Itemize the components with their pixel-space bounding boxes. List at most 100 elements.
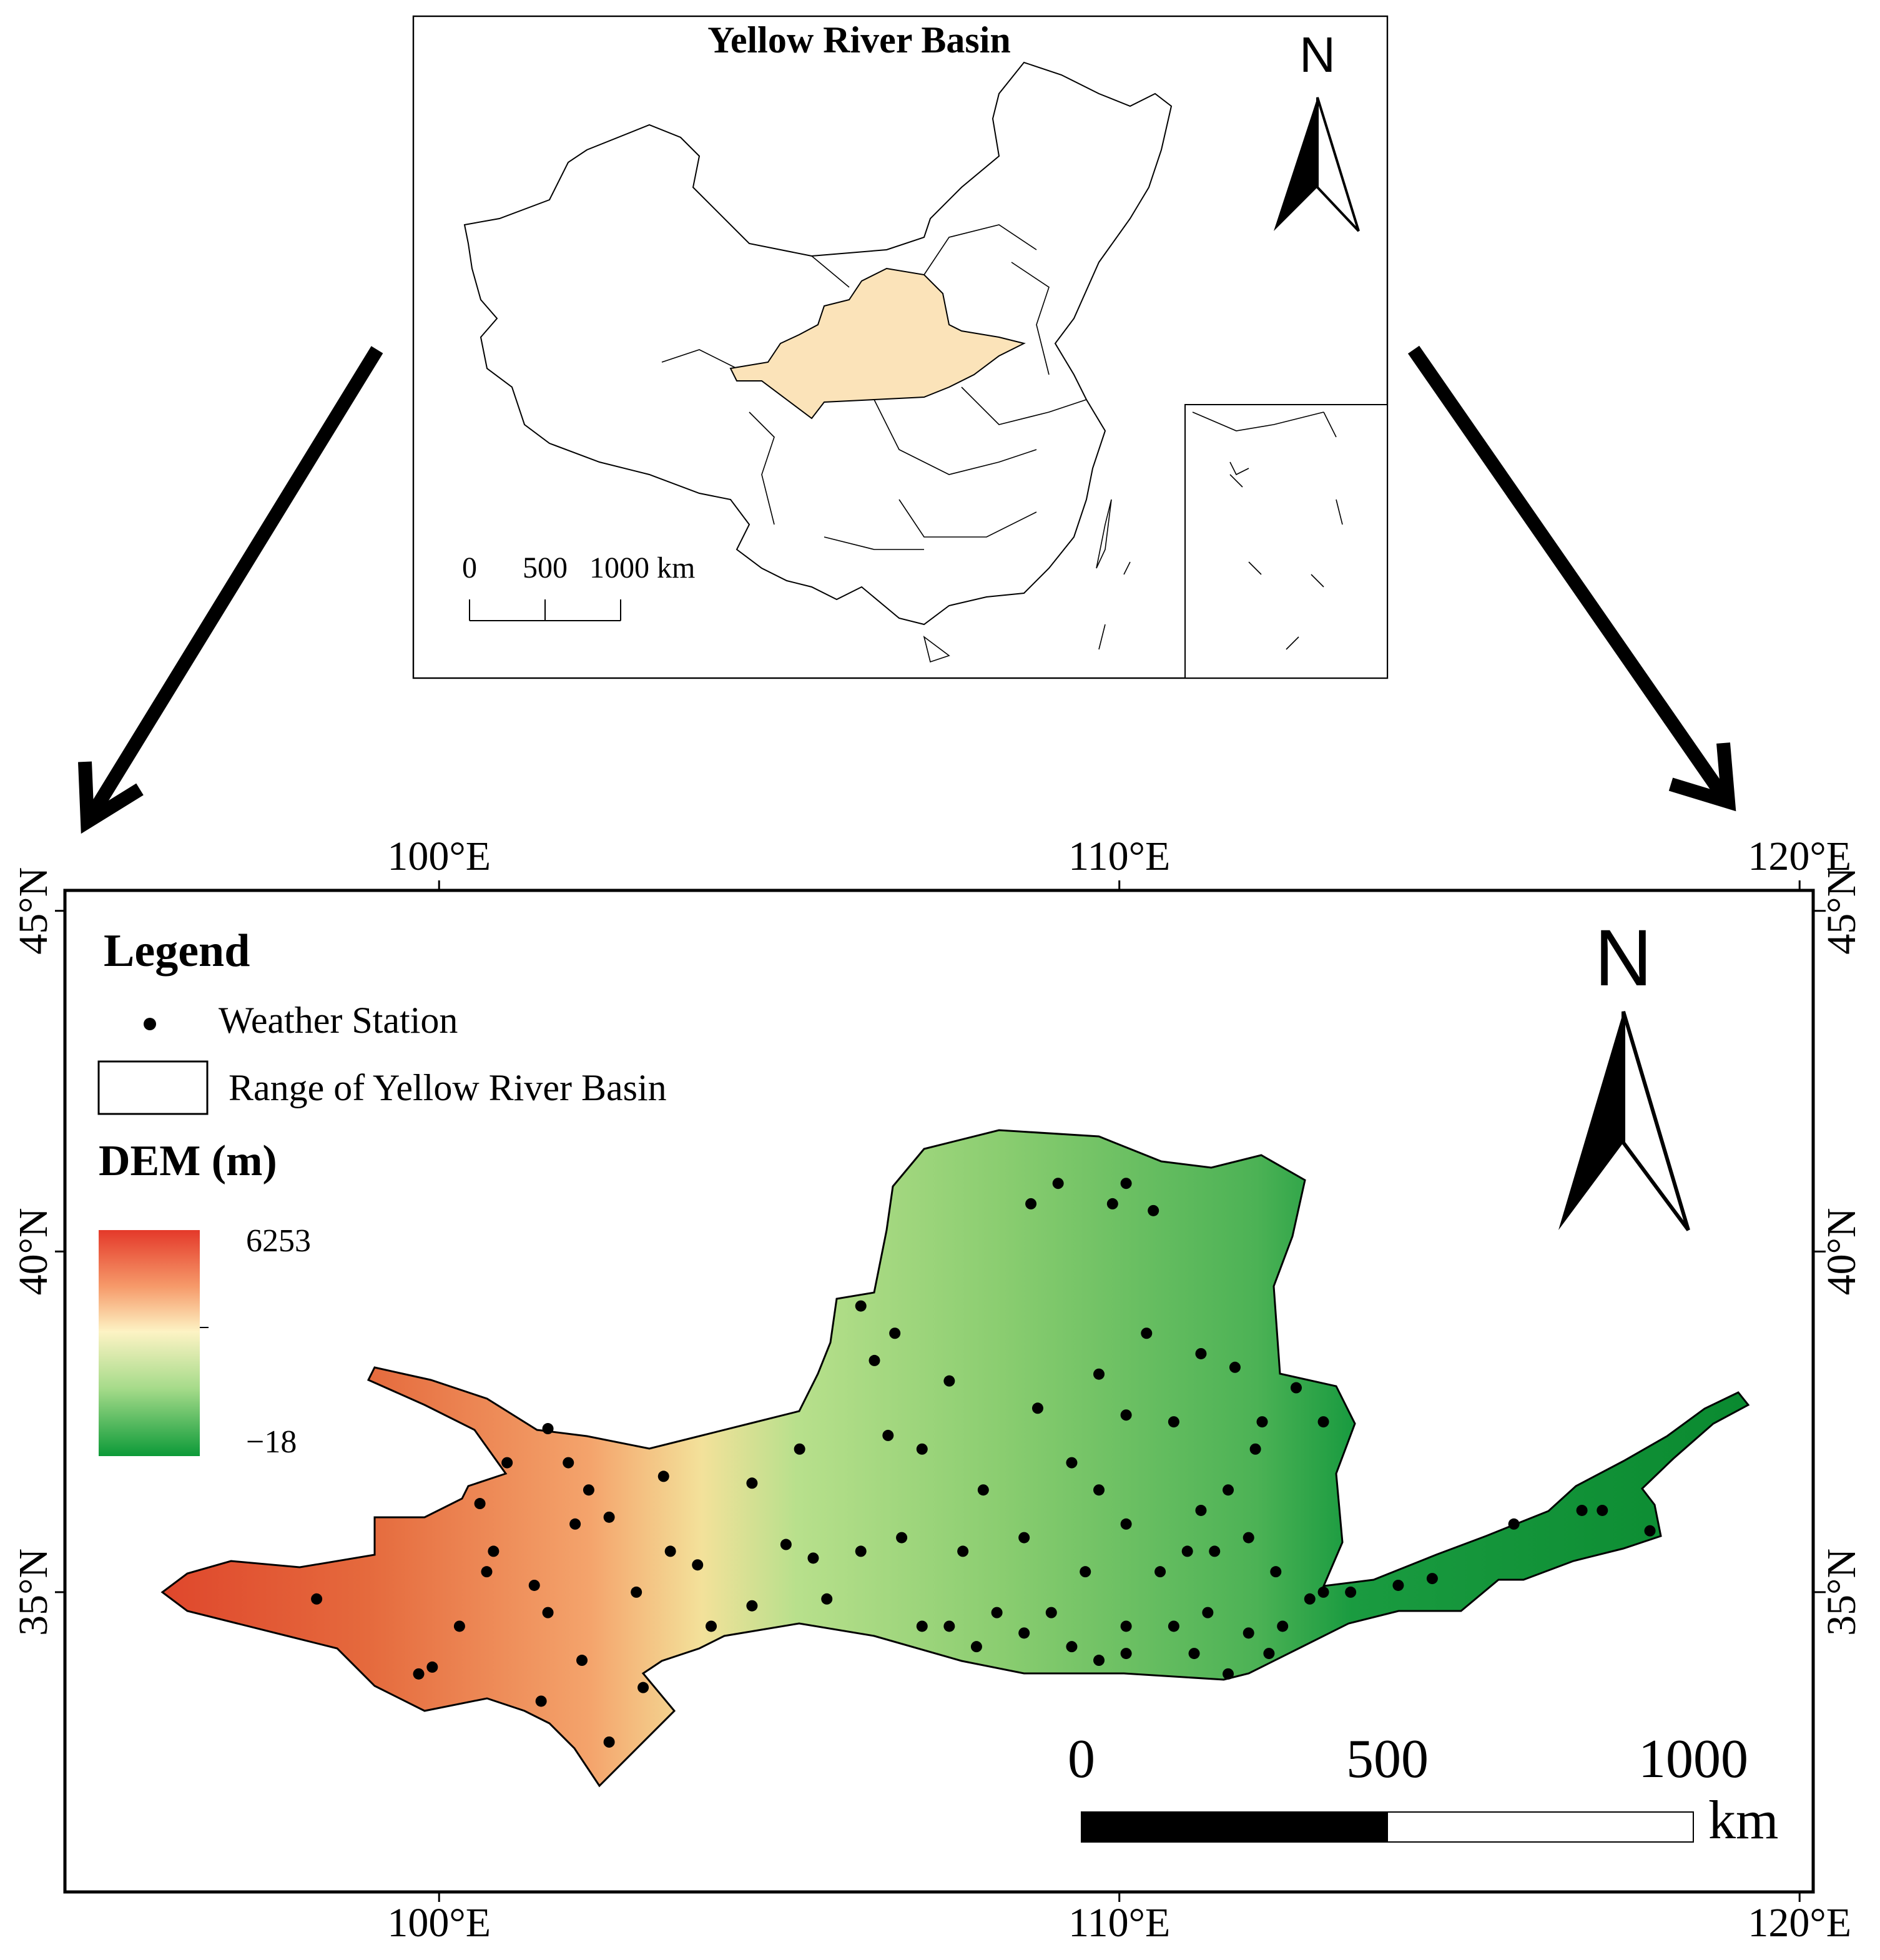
weather-station bbox=[1080, 1566, 1091, 1578]
legend-range: Range of Yellow River Basin bbox=[229, 1067, 667, 1108]
x-tick-label-bottom: 110°E bbox=[1068, 1900, 1170, 1946]
weather-station bbox=[1263, 1648, 1275, 1660]
weather-station bbox=[1195, 1504, 1207, 1516]
weather-station bbox=[1317, 1416, 1329, 1428]
weather-station bbox=[916, 1620, 928, 1632]
weather-station bbox=[1093, 1655, 1105, 1667]
dem-title: DEM (m) bbox=[99, 1137, 277, 1185]
weather-station bbox=[1168, 1620, 1179, 1632]
weather-station bbox=[1195, 1347, 1207, 1359]
weather-station bbox=[1045, 1607, 1057, 1618]
weather-station bbox=[481, 1566, 493, 1578]
south-sea-coast bbox=[1192, 411, 1324, 476]
weather-station bbox=[637, 1682, 649, 1693]
weather-station bbox=[943, 1375, 955, 1387]
weather-station bbox=[1270, 1566, 1282, 1578]
inset-basin bbox=[729, 267, 1026, 420]
weather-station bbox=[1229, 1361, 1241, 1373]
weather-station bbox=[896, 1532, 908, 1544]
weather-station bbox=[1277, 1620, 1289, 1632]
weather-station bbox=[488, 1545, 500, 1557]
weather-station bbox=[563, 1457, 574, 1469]
weather-station bbox=[1031, 1402, 1043, 1414]
north-arrow bbox=[1558, 1012, 1623, 1230]
south-sea-frame bbox=[1184, 404, 1388, 679]
weather-station bbox=[1066, 1641, 1078, 1653]
y-tick-label-right: 35°N bbox=[1819, 1549, 1864, 1636]
weather-station bbox=[889, 1327, 901, 1339]
weather-station bbox=[1154, 1566, 1166, 1578]
weather-station bbox=[977, 1484, 989, 1496]
weather-station bbox=[474, 1498, 486, 1510]
weather-station bbox=[1426, 1573, 1438, 1585]
weather-station bbox=[1120, 1648, 1132, 1660]
weather-station bbox=[1317, 1586, 1329, 1598]
scale-segment bbox=[1081, 1811, 1388, 1843]
weather-station bbox=[1644, 1525, 1656, 1537]
weather-station bbox=[957, 1545, 969, 1557]
weather-station bbox=[1120, 1409, 1132, 1421]
weather-station bbox=[1209, 1545, 1221, 1557]
weather-station bbox=[882, 1429, 894, 1441]
inset-scale-label: 1000 km bbox=[589, 551, 695, 584]
legend-station-symbol bbox=[144, 1018, 156, 1030]
y-tick-label-right: 40°N bbox=[1819, 1208, 1864, 1295]
weather-station bbox=[1148, 1204, 1159, 1216]
scale-label: 500 bbox=[1346, 1729, 1429, 1790]
weather-station bbox=[569, 1518, 581, 1530]
weather-station bbox=[1106, 1198, 1118, 1209]
province-lines bbox=[661, 224, 1087, 550]
weather-station bbox=[855, 1300, 867, 1312]
weather-station bbox=[1597, 1504, 1608, 1516]
legend-range-symbol bbox=[97, 1060, 209, 1115]
y-tick-label-left: 40°N bbox=[11, 1208, 56, 1295]
weather-station bbox=[501, 1457, 513, 1469]
islands bbox=[923, 411, 1343, 663]
x-tick-label-top: 110°E bbox=[1068, 834, 1170, 879]
weather-station bbox=[746, 1600, 758, 1612]
weather-station bbox=[583, 1484, 594, 1496]
inset-north-label: N bbox=[1299, 27, 1336, 82]
weather-station bbox=[1120, 1620, 1132, 1632]
y-tick-label-left: 45°N bbox=[11, 867, 56, 955]
weather-station bbox=[780, 1539, 792, 1550]
weather-station bbox=[1168, 1416, 1179, 1428]
weather-station bbox=[692, 1559, 704, 1571]
weather-station bbox=[1066, 1457, 1078, 1469]
y-tick-label-left: 35°N bbox=[11, 1549, 56, 1636]
weather-station bbox=[576, 1655, 588, 1667]
weather-station bbox=[1202, 1607, 1214, 1618]
weather-station bbox=[1290, 1382, 1302, 1394]
weather-station bbox=[855, 1545, 867, 1557]
weather-station bbox=[821, 1593, 833, 1605]
x-tick-label-top: 120°E bbox=[1748, 834, 1851, 879]
weather-station bbox=[706, 1620, 717, 1632]
weather-station bbox=[603, 1511, 615, 1523]
arrows bbox=[78, 345, 1736, 834]
weather-station bbox=[1093, 1484, 1105, 1496]
weather-station bbox=[1243, 1627, 1254, 1639]
weather-station bbox=[664, 1545, 676, 1557]
weather-station bbox=[1120, 1178, 1132, 1189]
weather-station bbox=[1223, 1668, 1234, 1680]
weather-station bbox=[1141, 1327, 1153, 1339]
scale-segment bbox=[1387, 1811, 1694, 1843]
x-tick-label-bottom: 100°E bbox=[387, 1900, 491, 1946]
weather-station bbox=[991, 1607, 1003, 1618]
weather-station bbox=[869, 1354, 880, 1366]
weather-station bbox=[746, 1477, 758, 1489]
weather-station bbox=[1188, 1648, 1200, 1660]
weather-station bbox=[1392, 1579, 1404, 1591]
weather-station bbox=[631, 1586, 642, 1598]
weather-station bbox=[542, 1607, 554, 1618]
weather-station bbox=[603, 1736, 615, 1748]
scale-label: 1000 bbox=[1638, 1729, 1748, 1790]
weather-station bbox=[1345, 1586, 1357, 1598]
weather-station bbox=[970, 1641, 982, 1653]
weather-station bbox=[542, 1423, 554, 1435]
weather-station bbox=[1576, 1504, 1588, 1516]
weather-station bbox=[426, 1661, 438, 1673]
inset-scale-label: 500 bbox=[523, 551, 568, 584]
inset-scale-label: 0 bbox=[462, 551, 477, 584]
